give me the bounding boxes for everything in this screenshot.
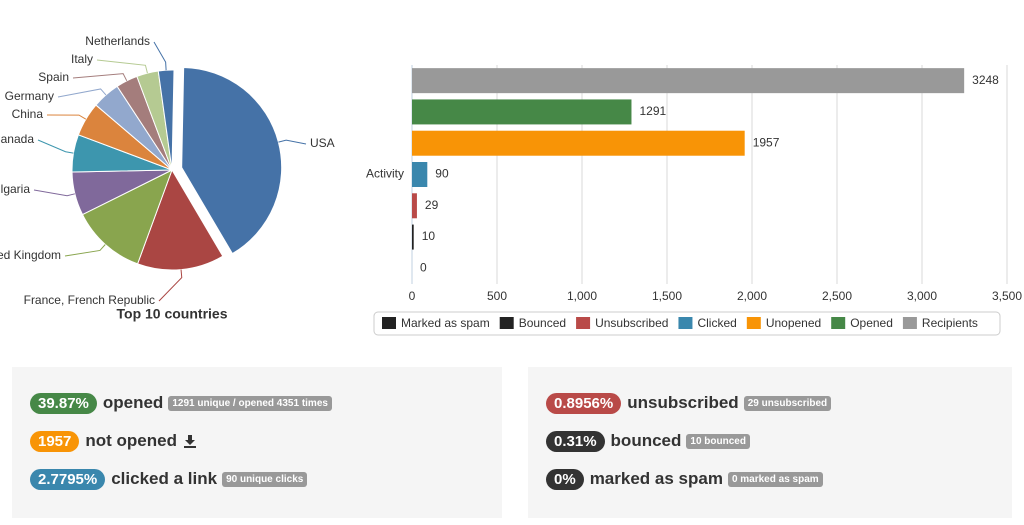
legend-swatch	[746, 317, 761, 329]
data-label: 90	[435, 167, 449, 181]
x-tick-label: 1,500	[652, 289, 682, 303]
x-tick-label: 2,500	[822, 289, 852, 303]
legend-swatch	[678, 317, 693, 329]
connector	[72, 73, 128, 82]
stat-row: 39.87% opened 1291 unique / opened 4351 ti…	[30, 381, 484, 425]
legend-swatch	[576, 317, 591, 329]
legend-label: Bounced	[519, 316, 566, 330]
stat-label: clicked a link	[111, 469, 218, 488]
bar	[412, 193, 417, 219]
pie-label: Spain	[38, 70, 69, 84]
connector	[64, 244, 106, 257]
data-label: 0	[420, 261, 427, 275]
data-label: 1957	[753, 135, 780, 149]
legend-label: Unopened	[766, 316, 821, 330]
pie-label: USA	[310, 136, 335, 150]
legend: Marked as spam Bounced Unsubscribed Clicked…	[373, 311, 1001, 336]
stat-note: 1291 unique / opened 4351 times	[168, 395, 332, 411]
pie-slice	[136, 168, 224, 271]
legend-label: Clicked	[697, 316, 736, 330]
legend-swatch	[831, 317, 846, 329]
stat-badge: 0.8956%	[546, 392, 622, 414]
stat-row: 0.8956% unsubscribed 29 unsubscribed	[546, 381, 994, 425]
connector	[33, 189, 75, 197]
x-tick-label: 1,000	[567, 289, 597, 303]
x-tick-label: 0	[409, 289, 416, 303]
legend-label: Marked as spam	[401, 316, 490, 330]
connector	[57, 88, 107, 98]
stat-row: 2.7795% clicked a link 90 unique clicks	[30, 457, 484, 501]
pie-slice	[181, 66, 283, 255]
stat-badge: 0%	[546, 468, 584, 490]
connector	[37, 139, 74, 154]
connector	[278, 139, 307, 145]
stat-badge: 2.7795%	[30, 468, 106, 490]
pie-label: United Kingdom	[0, 248, 61, 262]
legend-swatch	[382, 317, 396, 329]
data-label: 3248	[972, 73, 999, 87]
stat-label: bounced	[610, 431, 682, 450]
pie-slice	[157, 69, 175, 171]
x-tick-label: 500	[487, 289, 507, 303]
legend-label: Recipients	[922, 316, 978, 330]
stat-note: 0 marked as spam	[727, 471, 823, 487]
x-tick-label: 2,000	[737, 289, 767, 303]
pie-label: Germany	[5, 89, 54, 103]
bar	[412, 224, 414, 250]
pie-label: Bulgaria	[0, 182, 30, 196]
stat-row: 0.31% bounced 10 bounced	[546, 419, 994, 463]
charts: USA France, French Republic United Kingdom…	[0, 34, 1022, 336]
stat-note: 10 bounced	[686, 433, 750, 449]
stats-left: 39.87% opened 1291 unique / opened 4351 ti…	[12, 367, 502, 518]
bar	[412, 162, 428, 187]
bar	[412, 130, 745, 156]
stat-label: not opened	[85, 431, 177, 450]
stat-row: 1957 not opened	[30, 419, 484, 463]
legend-label: Opened	[850, 316, 893, 330]
stat-note: 29 unsubscribed	[743, 395, 832, 411]
connector	[96, 59, 148, 74]
stat-label: opened	[102, 393, 164, 412]
data-label: 10	[422, 229, 436, 243]
pie-label: Canada	[0, 132, 34, 146]
stat-badge: 1957	[30, 430, 80, 452]
y-tick-label: Activity	[366, 167, 404, 181]
pie-label: France, French Republic	[24, 293, 155, 307]
stat-badge: 39.87%	[30, 392, 97, 414]
connector	[158, 269, 183, 302]
bar	[412, 99, 632, 125]
data-label: 29	[425, 198, 439, 212]
legend-swatch	[499, 317, 514, 329]
pie-label: Netherlands	[85, 34, 150, 48]
stat-row: 0% marked as spam 0 marked as spam	[546, 457, 994, 501]
connector	[153, 41, 167, 71]
stat-badge: 0.31%	[546, 430, 605, 452]
data-label: 1291	[639, 104, 666, 118]
legend-swatch	[902, 317, 917, 329]
pie-label: China	[12, 107, 44, 121]
bar	[412, 68, 965, 94]
stat-label: marked as spam	[589, 469, 723, 488]
stats-right: 0.8956% unsubscribed 29 unsubscribed 0.31% b…	[528, 367, 1012, 518]
legend-label: Unsubscribed	[595, 316, 668, 330]
connector	[46, 114, 87, 120]
x-tick-label: 3,500	[992, 289, 1022, 303]
x-tick-label: 3,000	[907, 289, 937, 303]
chart-title: Top 10 countries	[117, 306, 228, 322]
stat-label: unsubscribed	[627, 393, 739, 412]
pie-label: Italy	[71, 52, 93, 66]
download-icon[interactable]	[183, 434, 197, 448]
stat-note: 90 unique clicks	[222, 471, 308, 487]
